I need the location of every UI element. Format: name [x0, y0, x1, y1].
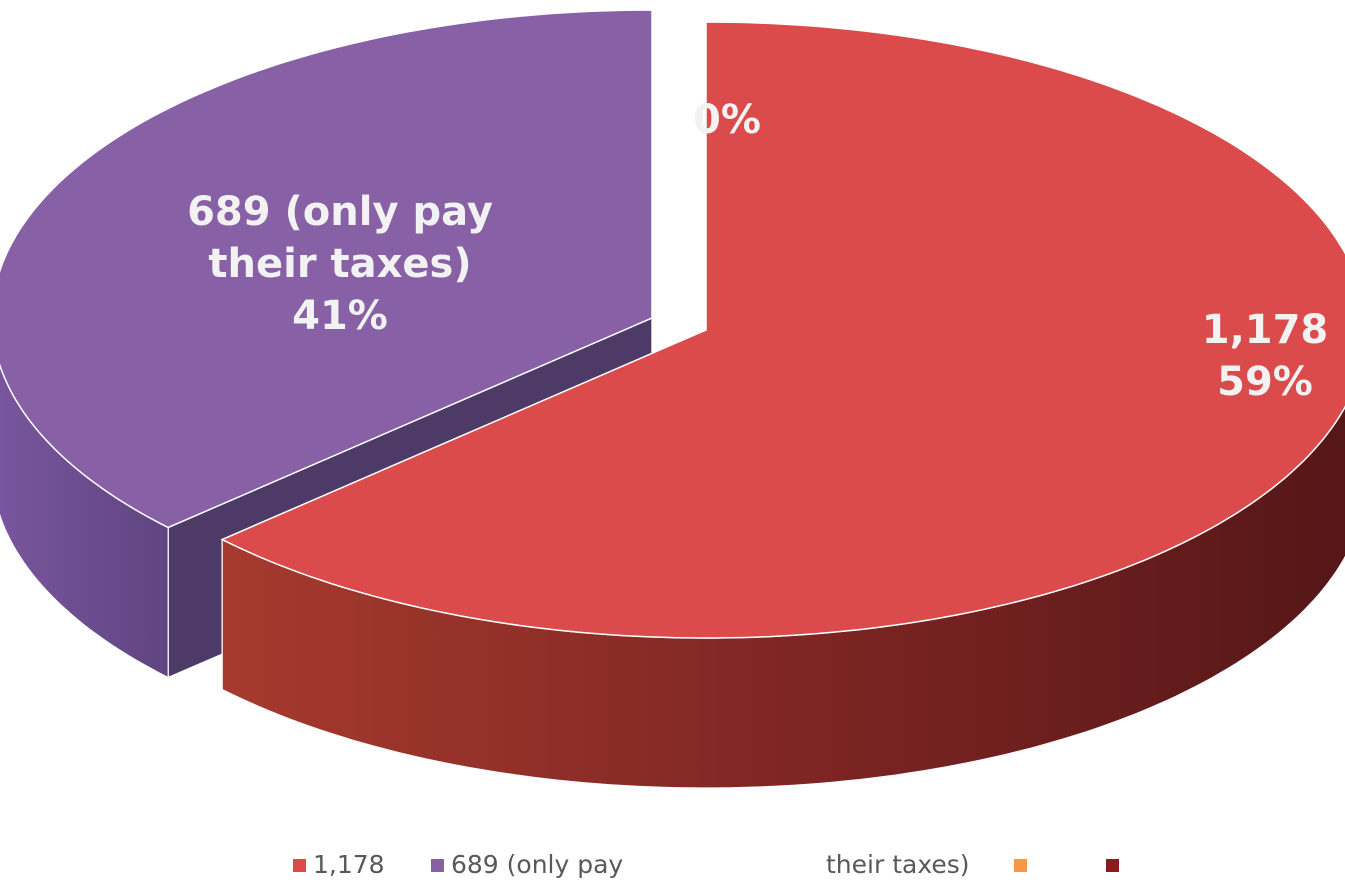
data-label-1: 689 (only pay their taxes) 41% [187, 189, 493, 339]
data-label-line: 689 (only pay [187, 189, 493, 235]
legend-item-dark-red [1106, 847, 1126, 883]
slice-top [220, 21, 1345, 639]
legend-swatch-orange [1014, 858, 1027, 872]
data-label-0: 1,178 59% [1202, 307, 1329, 405]
legend-label: their taxes) [826, 850, 970, 879]
data-label-line: their taxes) [208, 241, 471, 287]
legend-item-their-taxes: their taxes) [826, 847, 970, 883]
legend-label: 1,178 [313, 850, 385, 879]
legend-label: 689 (only pay [451, 850, 624, 879]
legend-item-1178: 1,178 [293, 847, 385, 883]
pie-slice-1178 [220, 21, 1345, 789]
data-label-2: 0% [693, 97, 761, 143]
data-label-line: 59% [1217, 359, 1313, 405]
slice-top [0, 9, 653, 529]
legend-item-689: 689 (only pay [431, 847, 623, 883]
legend-swatch-dark-red [1106, 858, 1119, 872]
legend-swatch-red [293, 858, 306, 872]
data-label-line: 1,178 [1202, 307, 1329, 353]
legend-item-orange [1014, 847, 1034, 883]
data-label-line: 0% [693, 97, 761, 143]
legend-swatch-purple [431, 858, 444, 872]
data-label-line: 41% [292, 293, 388, 339]
legend: 1,178 689 (only pay their taxes) [0, 847, 1345, 883]
